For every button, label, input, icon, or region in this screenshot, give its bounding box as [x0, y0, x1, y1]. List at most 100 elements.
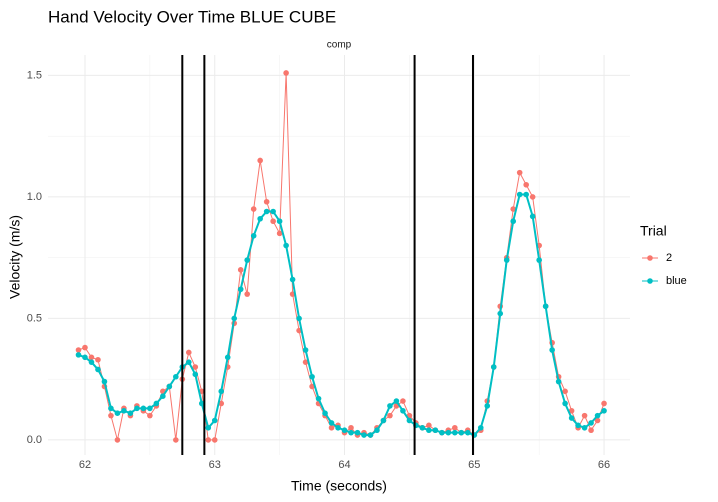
data-point	[296, 315, 302, 322]
data-point	[101, 378, 108, 385]
series-line	[78, 193, 605, 437]
data-point	[114, 437, 121, 443]
data-point	[270, 208, 276, 215]
data-point	[185, 349, 192, 356]
data-point	[328, 420, 335, 426]
data-point	[173, 373, 179, 380]
y-tick-label: 1.5	[27, 69, 42, 81]
data-point	[276, 230, 283, 237]
data-point	[257, 157, 263, 164]
data-point	[503, 257, 510, 263]
legend-label: 2	[666, 252, 672, 264]
data-point	[270, 218, 276, 225]
data-point	[75, 347, 82, 353]
data-point	[211, 417, 218, 424]
y-axis-title: Velocity (m/s)	[7, 215, 23, 299]
data-point	[445, 429, 452, 436]
data-point	[250, 206, 257, 212]
data-point	[426, 427, 432, 434]
legend-key-point	[647, 255, 653, 261]
data-point	[289, 276, 296, 283]
chart-title: Hand Velocity Over Time BLUE CUBE	[48, 7, 336, 26]
x-tick-label: 63	[209, 459, 221, 471]
data-point	[516, 191, 523, 198]
data-point	[166, 383, 173, 390]
data-point	[477, 424, 484, 431]
data-point	[374, 427, 380, 434]
data-point	[276, 218, 283, 225]
data-point	[263, 198, 270, 205]
data-point	[348, 424, 354, 431]
data-point	[237, 267, 244, 273]
data-point	[380, 417, 387, 424]
data-point	[458, 429, 465, 436]
data-point	[387, 403, 393, 409]
data-point	[153, 400, 160, 407]
data-point	[108, 405, 114, 412]
data-point	[192, 371, 199, 378]
data-point	[568, 415, 575, 421]
data-point	[562, 400, 568, 407]
y-tick-label: 1.0	[27, 191, 42, 203]
data-point	[601, 400, 607, 407]
data-point	[452, 424, 458, 431]
data-point	[354, 429, 361, 436]
data-point	[581, 424, 588, 431]
data-point	[205, 424, 212, 431]
data-point	[601, 407, 607, 414]
x-tick-label: 62	[79, 459, 91, 471]
data-point	[400, 407, 406, 414]
data-point	[400, 398, 406, 404]
data-point	[263, 208, 270, 215]
data-point	[224, 354, 231, 361]
series-line	[78, 72, 605, 441]
data-point	[510, 218, 517, 225]
data-point	[361, 432, 367, 438]
data-point	[82, 344, 88, 351]
legend-key-point	[647, 278, 653, 284]
data-point	[387, 412, 393, 419]
data-point	[328, 424, 335, 431]
data-point	[510, 206, 517, 212]
x-tick-label: 64	[338, 459, 350, 471]
data-point	[555, 378, 562, 385]
data-point	[173, 437, 179, 443]
data-point	[439, 429, 445, 436]
data-point	[114, 410, 121, 417]
data-point	[309, 373, 315, 380]
data-point	[250, 233, 257, 239]
data-point	[464, 429, 471, 436]
data-point	[160, 393, 166, 399]
y-tick-label: 0.0	[27, 434, 42, 446]
data-point	[452, 429, 458, 436]
data-point	[185, 359, 192, 365]
data-point	[588, 427, 594, 434]
data-point	[419, 424, 426, 431]
data-point	[523, 181, 529, 188]
data-point	[121, 407, 127, 414]
data-point	[95, 366, 101, 373]
x-axis-title: Time (seconds)	[291, 478, 387, 494]
data-point	[315, 395, 322, 402]
data-point	[581, 412, 588, 419]
data-point	[562, 388, 568, 395]
data-point	[393, 398, 400, 404]
data-point	[205, 437, 212, 443]
data-point	[192, 364, 199, 370]
data-point	[127, 410, 134, 417]
data-point	[335, 424, 341, 431]
data-point	[88, 354, 95, 361]
data-point	[283, 242, 289, 249]
data-point	[244, 291, 250, 297]
data-point	[108, 412, 114, 419]
data-point	[549, 347, 555, 353]
data-point	[490, 364, 497, 370]
data-point	[218, 388, 225, 395]
data-point	[198, 400, 205, 407]
legend-title: Trial	[640, 223, 667, 239]
facet-label: comp	[327, 40, 352, 51]
data-point	[497, 310, 504, 317]
data-point	[341, 427, 348, 434]
data-point	[432, 427, 439, 434]
